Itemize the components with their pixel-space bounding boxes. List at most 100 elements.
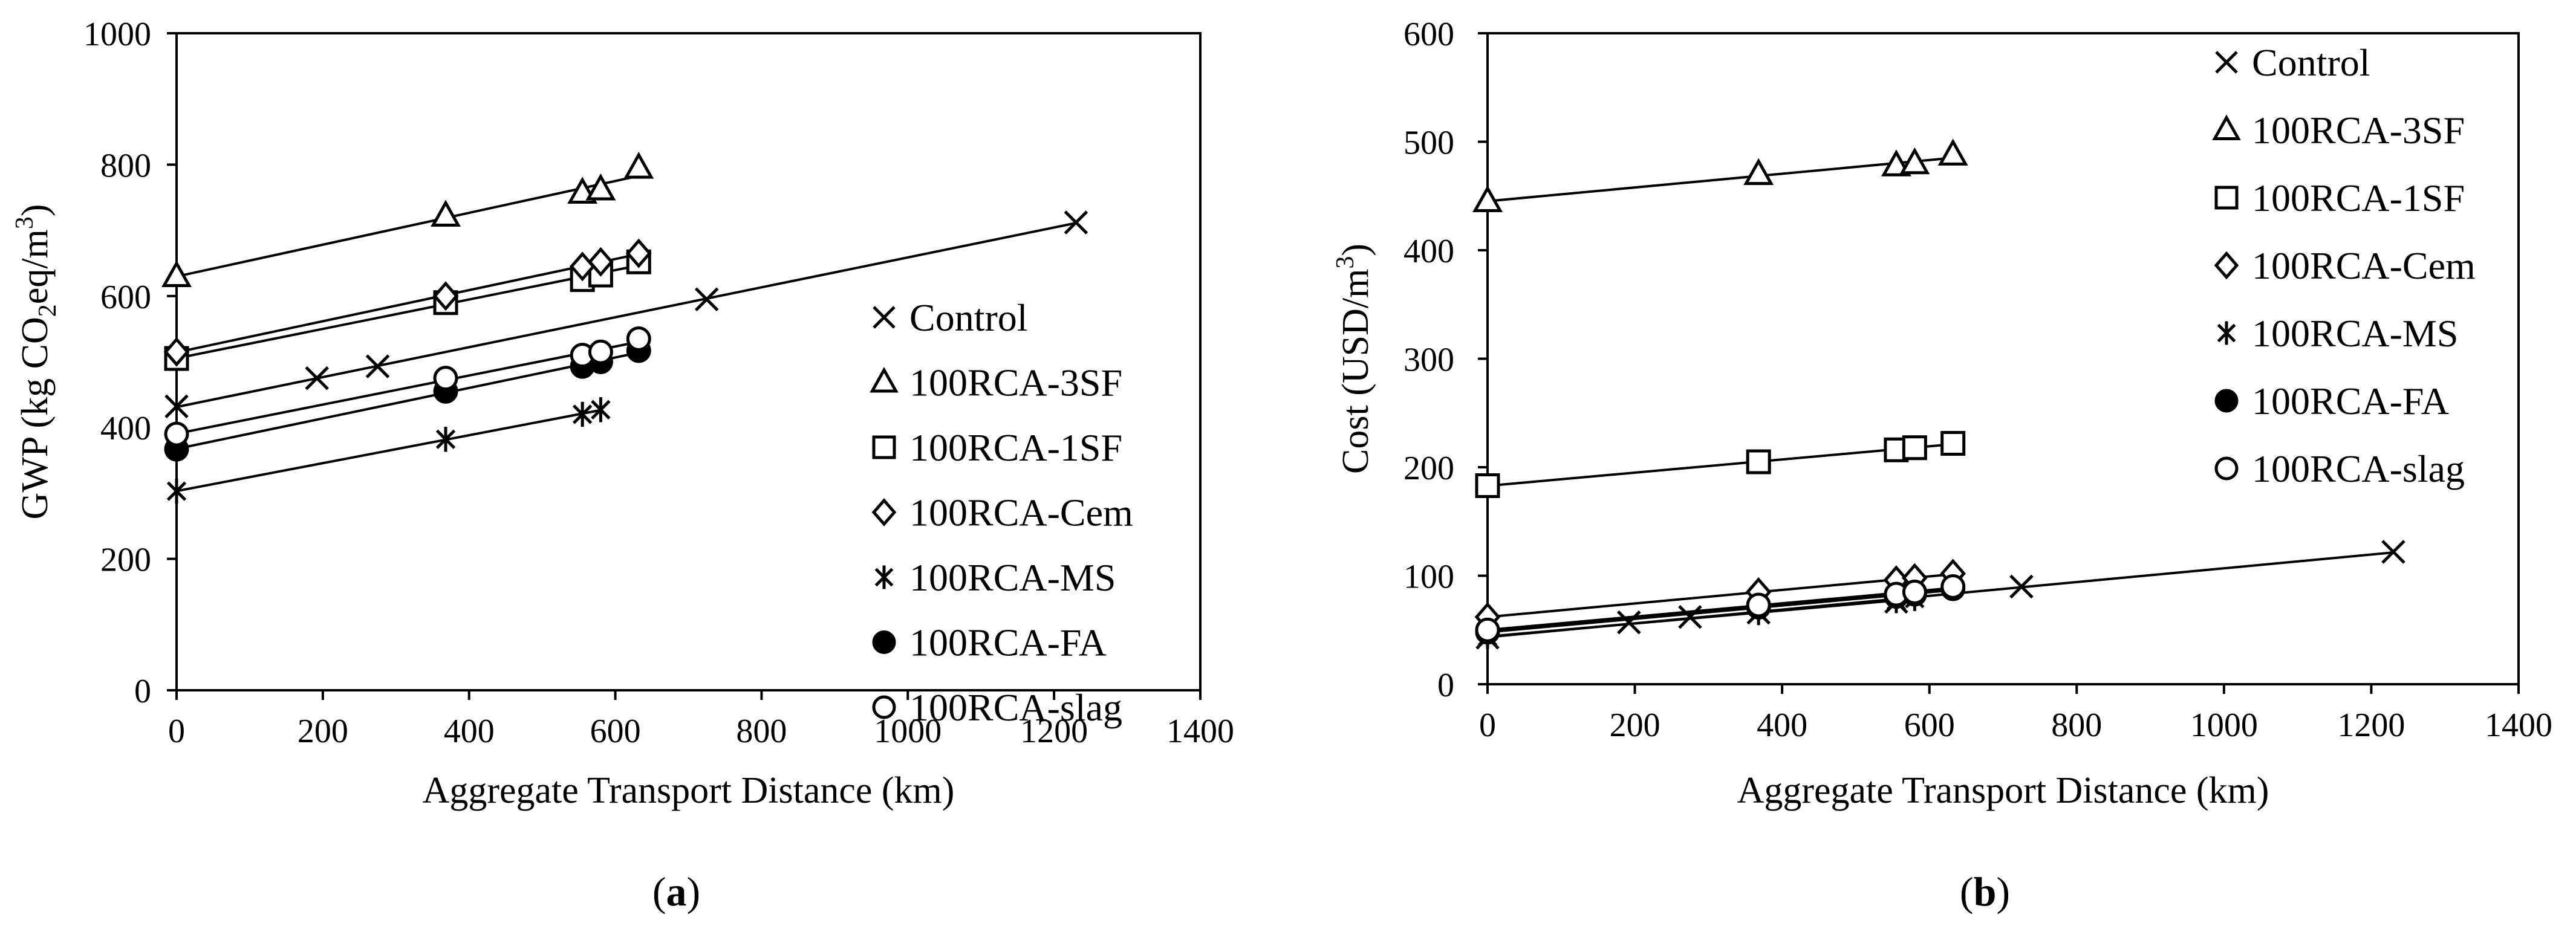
point-legend-100rca-ms-0 (874, 565, 894, 589)
point-100rca-ms-3 (591, 397, 611, 423)
trendline-100rca-slag (176, 340, 639, 435)
x-tick-label: 0 (168, 713, 185, 750)
point-100rca-3sf-4 (623, 152, 654, 179)
panel-label: (a) (652, 869, 700, 915)
point-legend-100rca-1sf-0 (2214, 186, 2239, 210)
point-legend-100rca-slag-0 (2214, 456, 2239, 481)
point-100rca-1sf-0 (1475, 473, 1500, 499)
x-tick-label: 600 (1904, 707, 1955, 744)
series-100rca-3sf (1472, 138, 1968, 213)
x-tick-label: 1400 (2485, 707, 2552, 744)
x-tick-label: 0 (1479, 707, 1496, 744)
trendline-100rca-1sf (1487, 442, 1953, 487)
legend-label: 100RCA-Cem (909, 491, 1133, 534)
point-legend-100rca-1sf-0 (872, 435, 896, 459)
point-100rca-slag-1 (1746, 592, 1771, 618)
y-tick-label: 600 (1403, 16, 1454, 53)
x-tick-label: 800 (736, 713, 787, 750)
point-legend-control-0 (873, 306, 896, 329)
point-control-1 (305, 366, 329, 390)
point-100rca-cem-1 (432, 281, 459, 311)
panel-label: (b) (1960, 869, 2010, 915)
y-tick-label: 500 (1403, 125, 1454, 162)
x-tick-label: 200 (1610, 707, 1660, 744)
point-legend-100rca-cem-0 (2214, 251, 2239, 280)
legend-item-100rca-3sf: 100RCA-3SF (870, 361, 1122, 404)
legend-label: 100RCA-1SF (2252, 176, 2465, 219)
y-tick-label: 0 (134, 673, 151, 710)
legend-label: 100RCA-MS (2252, 312, 2458, 355)
y-tick-label: 400 (100, 410, 151, 447)
x-tick-label: 1200 (1020, 713, 1088, 750)
legend-label: 100RCA-Cem (2252, 244, 2476, 287)
trendline-100rca-3sf (176, 175, 639, 278)
series-100rca-slag (1475, 574, 1966, 643)
trendline-100rca-ms (176, 409, 601, 493)
point-100rca-3sf-1 (1743, 158, 1774, 186)
point-100rca-cem-3 (588, 247, 614, 277)
point-100rca-ms-1 (435, 427, 456, 452)
legend-label: 100RCA-FA (2252, 380, 2449, 423)
x-tick-label: 1400 (1166, 713, 1234, 750)
point-100rca-slag-0 (164, 421, 189, 447)
y-axis-label: GWP (kg CO2eq/m3) (11, 204, 62, 520)
legend-item-100rca-1sf: 100RCA-1SF (2214, 176, 2465, 219)
point-100rca-3sf-1 (431, 199, 461, 227)
trendline-100rca-fa (1487, 589, 1953, 633)
legend-item-100rca-cem: 100RCA-Cem (871, 491, 1133, 534)
point-100rca-3sf-3 (585, 173, 616, 201)
x-axis-label: Aggregate Transport Distance (km) (423, 770, 955, 811)
y-tick-label: 0 (1437, 667, 1454, 704)
legend-item-control: Control (2215, 41, 2370, 84)
panel-b: 0 100 200 300 400 500 600 0 200 400 600 800 1000 1200… (1332, 16, 2552, 915)
legend-label: 100RCA-3SF (2252, 109, 2465, 152)
legend-item-100rca-cem: 100RCA-Cem (2214, 244, 2476, 287)
trendline-control (176, 221, 1076, 409)
point-legend-100rca-ms-0 (2217, 321, 2236, 345)
x-tick-label: 400 (444, 713, 495, 750)
point-100rca-ms-2 (572, 401, 593, 427)
point-100rca-cem-4 (625, 238, 652, 268)
point-100rca-3sf-0 (1472, 185, 1503, 213)
point-legend-100rca-fa-0 (2214, 389, 2239, 413)
trendline-100rca-slag (1487, 586, 1953, 632)
y-axis-label: Cost (USD/m3) (1332, 244, 1376, 474)
point-100rca-slag-0 (1475, 617, 1500, 643)
point-100rca-1sf-3 (1902, 435, 1927, 461)
series-100rca-slag (164, 326, 651, 447)
legend-label: 100RCA-3SF (909, 361, 1122, 404)
x-tick-label: 200 (298, 713, 348, 750)
point-100rca-1sf-1 (1746, 449, 1771, 474)
series-100rca-cem (163, 238, 652, 367)
point-legend-100rca-cem-0 (871, 498, 897, 526)
point-100rca-3sf-3 (1899, 147, 1930, 175)
point-100rca-slag-3 (1902, 579, 1927, 604)
legend-label: 100RCA-1SF (909, 426, 1122, 469)
legend-item-100rca-slag: 100RCA-slag (2214, 447, 2465, 490)
point-legend-control-0 (2215, 51, 2238, 74)
series-control (164, 210, 1088, 419)
point-100rca-slag-4 (1940, 574, 1966, 599)
legend-item-100rca-ms: 100RCA-MS (2217, 312, 2458, 355)
point-100rca-ms-0 (166, 478, 187, 504)
point-100rca-1sf-4 (1940, 431, 1966, 456)
legend-item-control: Control (873, 296, 1028, 339)
legend-label: 100RCA-slag (909, 686, 1122, 729)
legend-label: Control (2252, 41, 2370, 84)
point-control-1 (1617, 610, 1641, 635)
legend: Control 100RCA-3SF 100RCA-1SF 100RCA-Cem 100… (2212, 41, 2476, 490)
legend-item-100rca-fa: 100RCA-FA (872, 621, 1107, 664)
point-100rca-slag-4 (626, 326, 651, 351)
point-control-2 (365, 354, 390, 378)
point-100rca-3sf-0 (161, 260, 192, 287)
point-100rca-cem-0 (163, 337, 190, 367)
x-tick-label: 1200 (2337, 707, 2405, 744)
trendline-100rca-cem (1487, 573, 1953, 618)
point-legend-100rca-3sf-0 (870, 366, 899, 393)
y-tick-label: 300 (1403, 342, 1454, 379)
point-control-5 (2009, 574, 2034, 599)
legend-item-100rca-3sf: 100RCA-3SF (2212, 109, 2465, 152)
legend-label: 100RCA-MS (909, 556, 1116, 599)
